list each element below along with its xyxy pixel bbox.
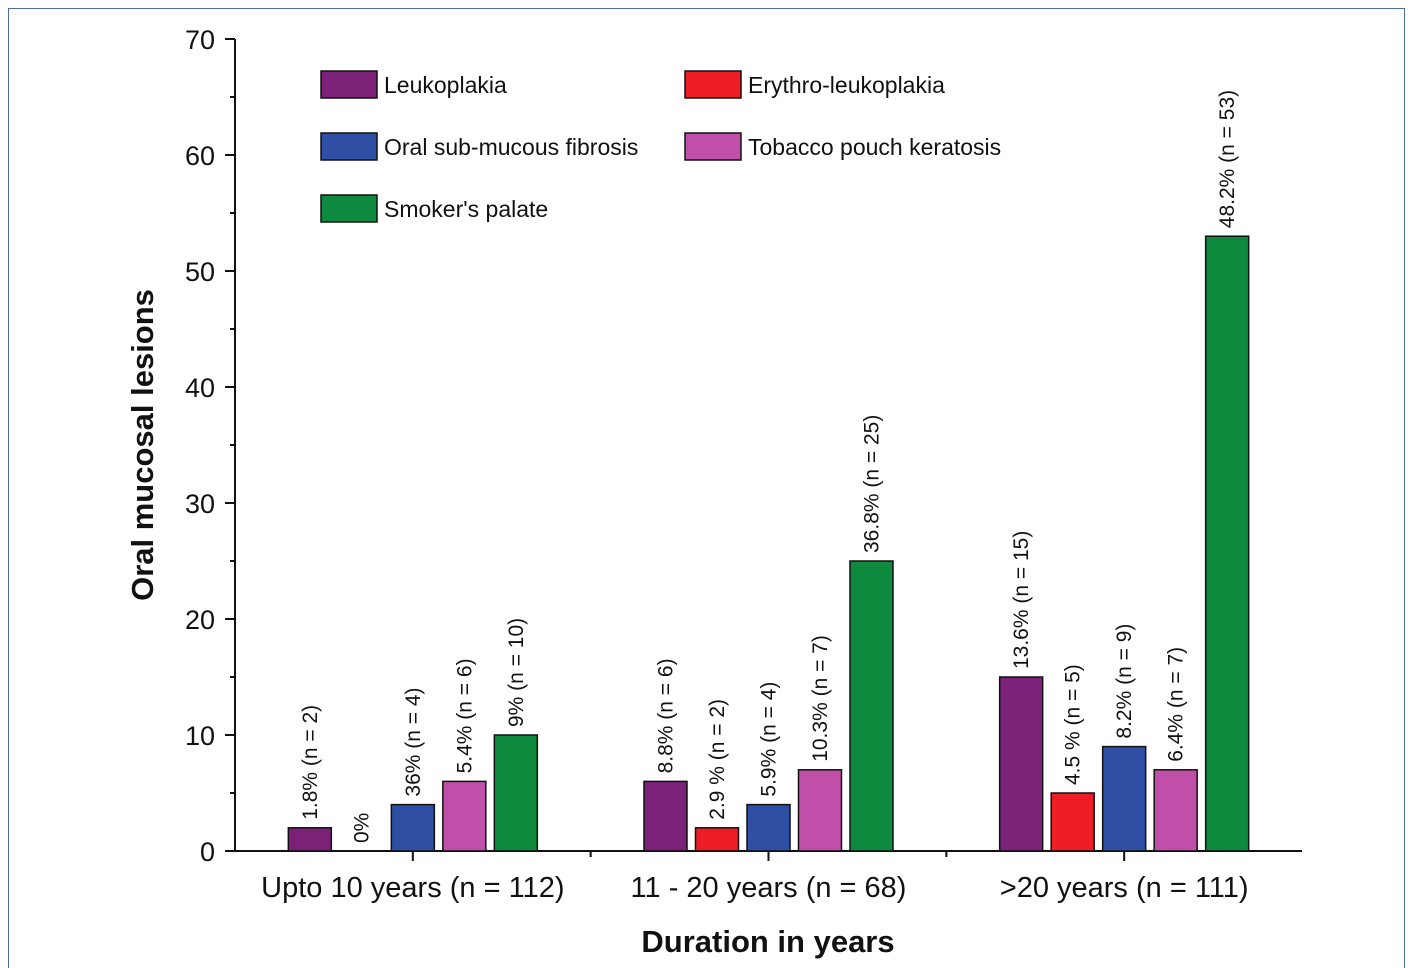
legend: Leukoplakia Erythro-leukoplakia Oral sub-m… (320, 70, 1001, 223)
data-label: 36.8% (n = 25) (861, 415, 884, 553)
bar (287, 827, 333, 852)
data-label: 1.8% (n = 2) (299, 705, 322, 820)
data-label: 5.4% (n = 6) (453, 658, 476, 773)
bars (287, 235, 1250, 852)
bar (442, 780, 487, 852)
data-label: 13.6% (n = 15) (1010, 531, 1033, 669)
legend-label: Leukoplakia (384, 72, 507, 98)
y-tick-label: 60 (185, 141, 215, 171)
x-tick-label: Upto 10 years (n = 112) (261, 872, 564, 904)
legend-swatch (320, 194, 378, 223)
bar (1204, 235, 1250, 852)
data-label: 8.8% (n = 6) (655, 658, 678, 773)
data-label: 6.4% (n = 7) (1165, 647, 1188, 762)
legend-swatch (320, 132, 378, 161)
bar (493, 734, 539, 852)
axes: 0 10 20 30 40 50 60 70 Upto 10 years (n = 112) 11… (185, 25, 1302, 904)
data-label: 4.5 % (n = 5) (1062, 664, 1085, 785)
data-label: 2.9 % (n = 2) (706, 699, 729, 820)
data-label: 0% (350, 813, 373, 843)
x-axis-title: Duration in years (641, 924, 894, 959)
y-tick-label: 30 (185, 489, 215, 519)
legend-swatch (684, 132, 742, 161)
legend-label: Oral sub-mucous fibrosis (384, 134, 638, 160)
x-tick-label: 11 - 20 years (n = 68) (631, 872, 907, 904)
x-tick-label: >20 years (n = 111) (1000, 872, 1249, 904)
figure-frame (8, 8, 1405, 968)
data-label: 9% (n = 10) (505, 618, 528, 727)
bar (1050, 792, 1095, 852)
data-label: 36% (n = 4) (402, 687, 425, 796)
y-tick-label: 70 (185, 25, 215, 55)
bar (694, 827, 740, 852)
legend-swatch (320, 70, 378, 99)
legend-label: Tobacco pouch keratosis (748, 134, 1001, 160)
bar (746, 803, 791, 852)
y-tick-label: 20 (185, 605, 215, 635)
y-tick-label: 50 (185, 257, 215, 287)
y-tick-label: 40 (185, 373, 215, 403)
legend-swatch (684, 70, 742, 99)
data-labels: 1.8% (n = 2) 8.8% (n = 6) 13.6% (n = 15) 0%… (299, 90, 1239, 843)
data-label: 48.2% (n = 53) (1216, 90, 1239, 228)
data-label: 10.3% (n = 7) (809, 635, 832, 762)
bar (390, 803, 436, 852)
y-tick-label: 10 (185, 721, 215, 751)
legend-label: Smoker's palate (384, 196, 548, 222)
bar (1101, 745, 1147, 852)
y-tick-label: 0 (200, 837, 215, 867)
y-axis-title: Oral mucosal lesions (125, 289, 160, 601)
bar (797, 769, 843, 852)
bar (1153, 769, 1198, 852)
bar (998, 676, 1044, 852)
data-label: 8.2% (n = 9) (1113, 624, 1136, 739)
bar (849, 560, 894, 852)
legend-label: Erythro-leukoplakia (748, 72, 945, 98)
data-label: 5.9% (n = 4) (758, 682, 781, 797)
bar (643, 780, 688, 852)
